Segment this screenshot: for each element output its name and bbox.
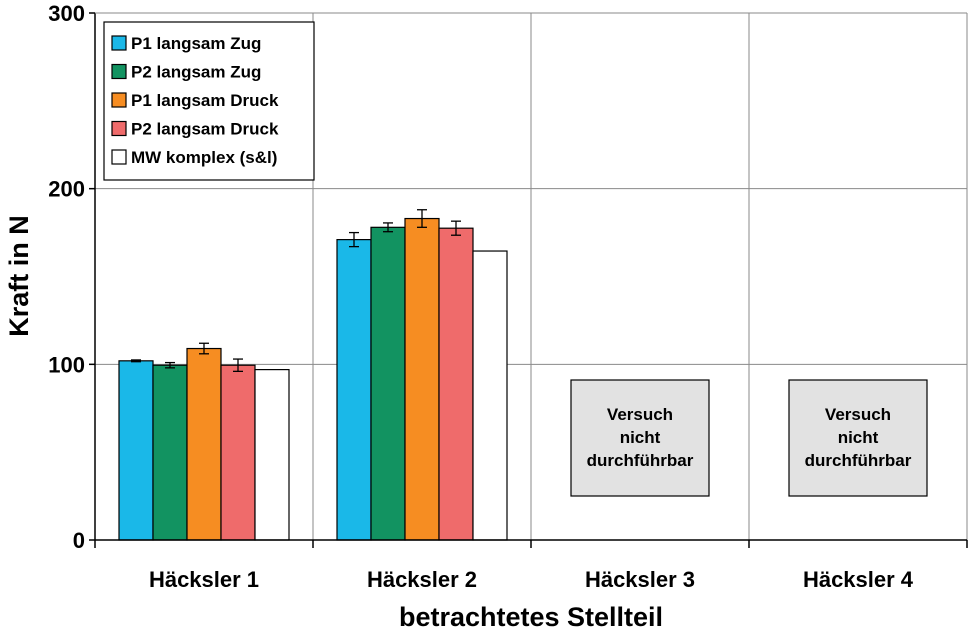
annotation-text: durchführbar (805, 451, 912, 470)
annotation-box (570, 379, 710, 497)
legend-label: P1 langsam Zug (131, 34, 261, 53)
annotation-box (788, 379, 928, 497)
x-axis-categories: Häcksler 1 Häcksler 2 Häcksler 3 Häcksler 4 (149, 567, 914, 592)
legend-label: P2 langsam Druck (131, 120, 279, 139)
axes (94, 12, 967, 541)
y-axis-ticks: 0 100 200 300 (48, 1, 968, 553)
bar (404, 217, 440, 541)
x-tick-label: Häcksler 4 (803, 567, 914, 592)
y-tick-label: 300 (48, 1, 85, 26)
annotations: Versuch nicht durchführbar Versuch nicht durc… (570, 379, 928, 497)
bar (336, 239, 372, 541)
bar (370, 226, 406, 541)
x-tick-label: Häcksler 2 (367, 567, 477, 592)
legend-swatch (111, 35, 127, 51)
legend-swatch (111, 120, 127, 137)
legend-label: MW komplex (s&l) (131, 148, 277, 167)
bars (118, 209, 508, 541)
annotation-text: nicht (838, 428, 879, 447)
bar (152, 364, 188, 541)
x-axis-title: betrachtetes Stellteil (399, 602, 663, 632)
bar (472, 250, 508, 541)
legend-box (103, 21, 315, 181)
y-tick-label: 0 (73, 528, 85, 553)
annotation-text: Versuch (825, 405, 891, 424)
legend-label: P1 langsam Druck (131, 91, 279, 110)
annotation-text: Versuch (607, 405, 673, 424)
x-tick-label: Häcksler 3 (585, 567, 695, 592)
y-tick-label: 100 (48, 352, 85, 377)
annotation-text: durchführbar (587, 451, 694, 470)
legend-swatch (111, 149, 127, 165)
x-tick-label: Häcksler 1 (149, 567, 259, 592)
y-axis-title: Kraft in N (4, 215, 34, 337)
legend-label: P2 langsam Zug (131, 63, 261, 82)
bar (220, 364, 256, 541)
bar (186, 347, 222, 541)
y-tick-label: 200 (48, 177, 85, 202)
bar (438, 227, 474, 541)
legend: P1 langsam Zug P2 langsam Zug P1 langsam D… (103, 21, 315, 181)
legend-swatch (111, 92, 127, 108)
bar (254, 369, 290, 541)
legend-swatch (111, 63, 127, 80)
bar (118, 360, 154, 541)
annotation-text: nicht (620, 428, 661, 447)
